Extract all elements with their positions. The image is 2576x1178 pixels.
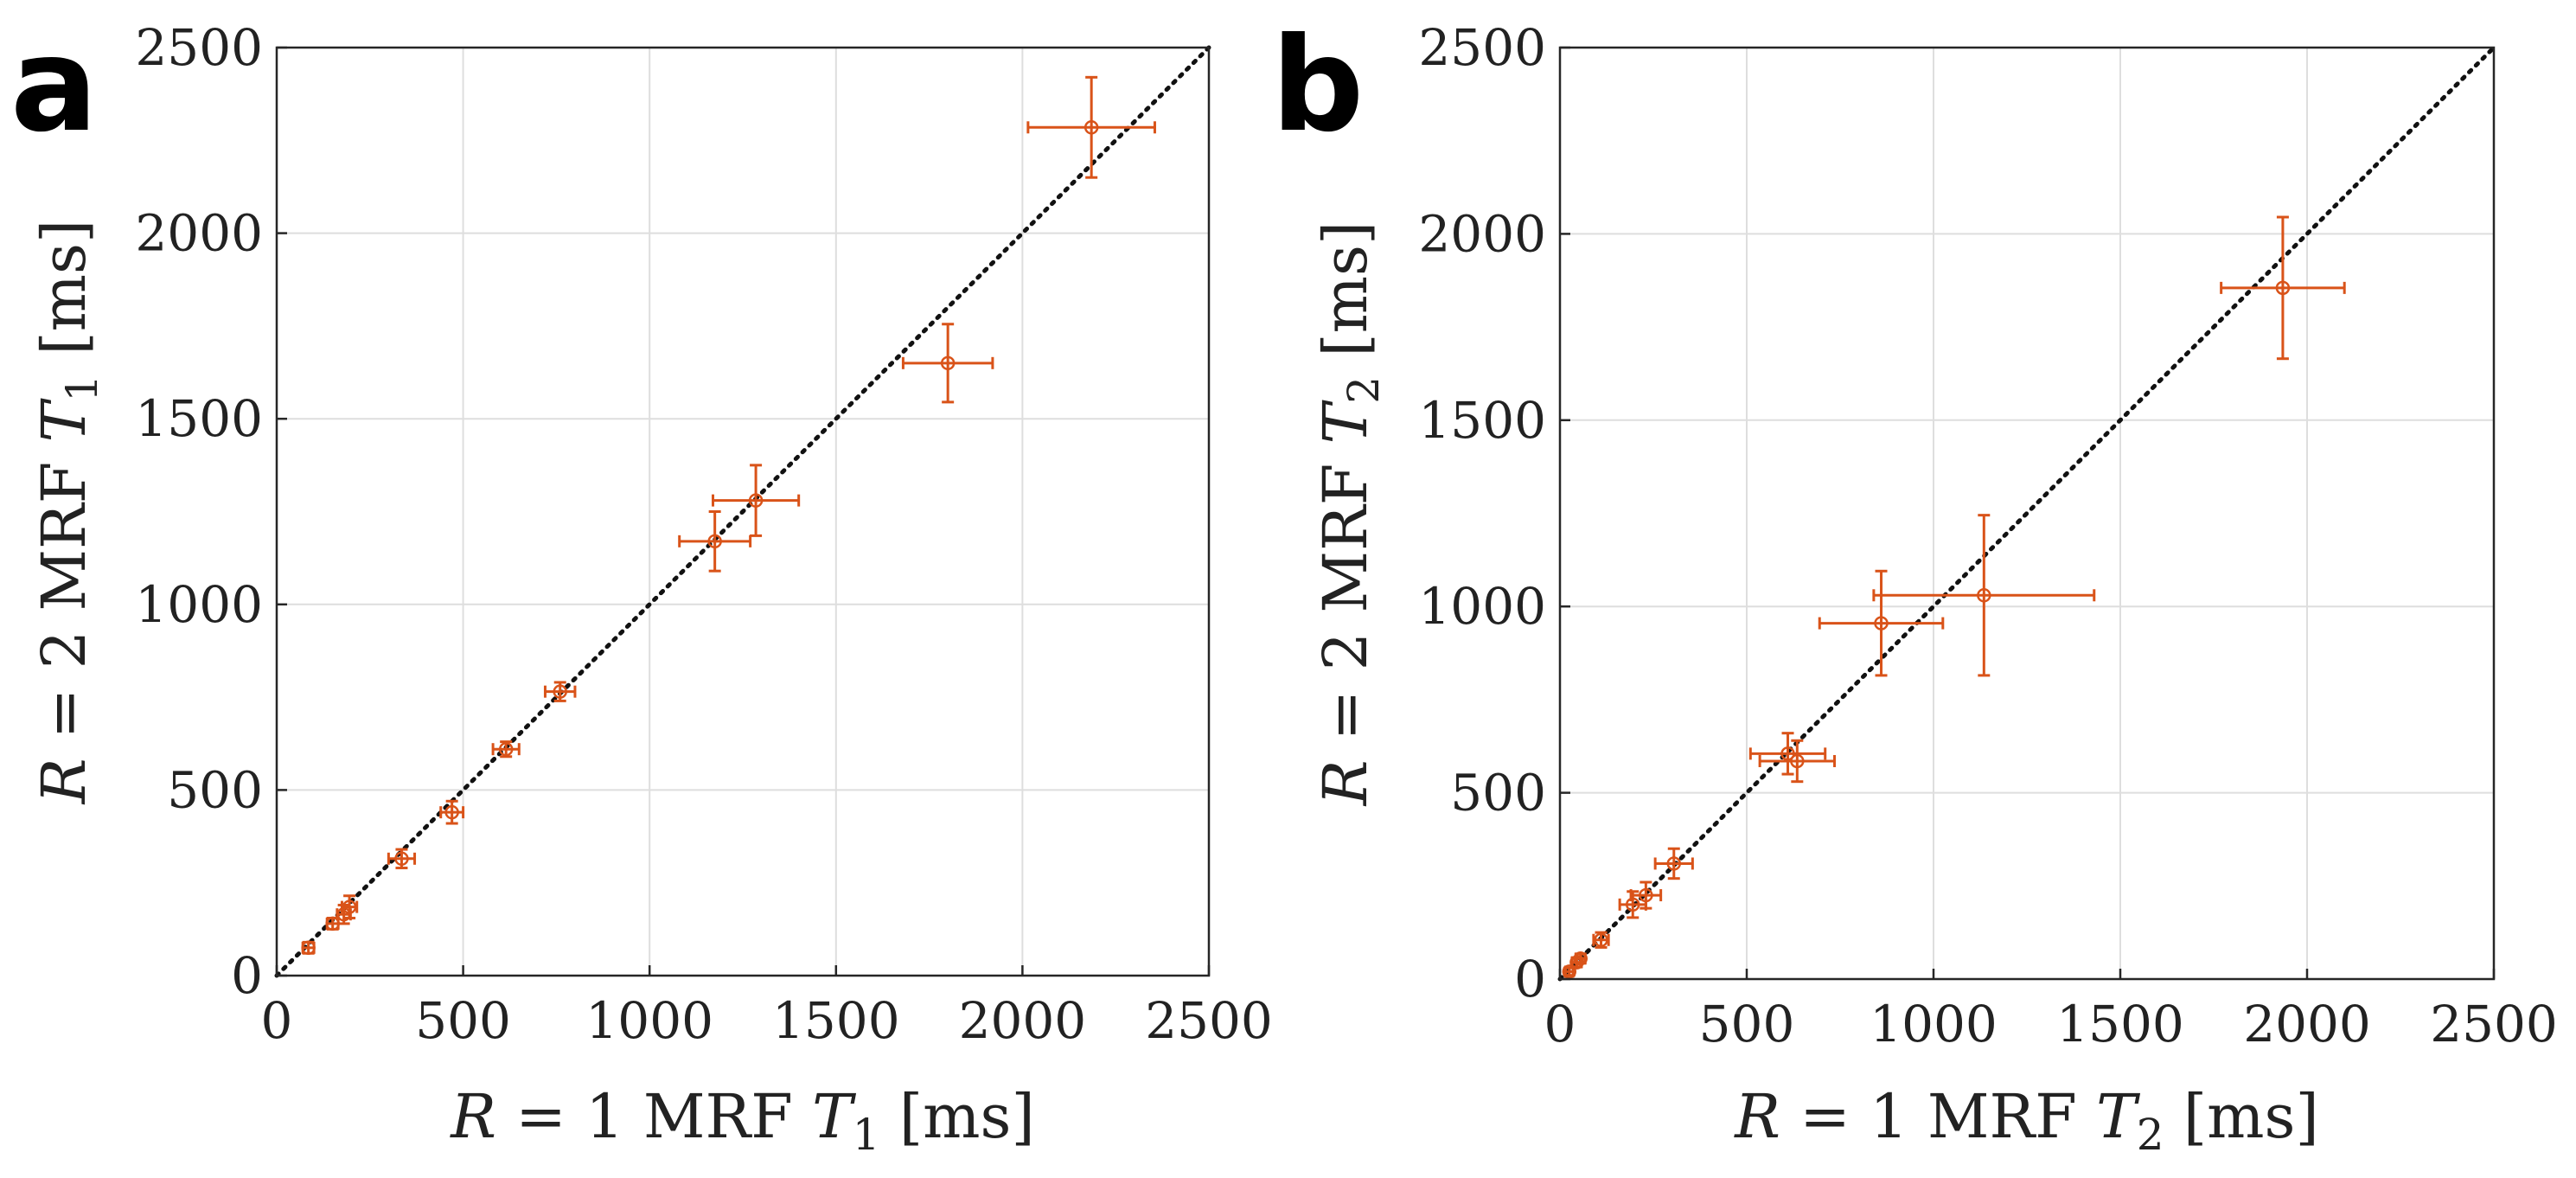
x-label-var: T: [2096, 1081, 2140, 1152]
data-point: [1639, 887, 1653, 903]
y-label-var: T: [29, 398, 99, 442]
x-tick-label: 500: [415, 991, 511, 1050]
y-tick-label: 1500: [135, 389, 263, 448]
data-point: [1666, 856, 1682, 871]
data-point: [394, 851, 409, 867]
y-label-subscript: 2: [1339, 376, 1389, 404]
panel-a-x-axis-label: R = 1 MRF T1 [ms]: [449, 1081, 1035, 1160]
panel-b-axes-frame: [1558, 46, 2496, 981]
y-tick-label: 2000: [135, 204, 263, 263]
panel-b: b 0 500 1000 1500 2000 2500 0 500 1000 1500 2000 25…: [1271, 10, 2558, 1160]
x-label-unit: [ms]: [2164, 1081, 2319, 1152]
y-tick-label: 500: [167, 760, 263, 819]
panel-b-y-axis-label: R = 2 MRF T2 [ms]: [1310, 221, 1389, 808]
data-point: [1594, 932, 1608, 948]
y-tick-label: 0: [1514, 950, 1546, 1008]
data-point: [342, 900, 357, 914]
panel-a-identity-line: [274, 45, 1211, 978]
panel-a-letter: a: [10, 10, 98, 161]
data-point: [1780, 746, 1795, 761]
data-point: [1790, 753, 1805, 769]
x-tick-label: 1000: [585, 991, 713, 1050]
data-point: [1625, 897, 1640, 912]
data-point: [2275, 280, 2291, 296]
y-tick-label: 1000: [135, 575, 263, 634]
y-tick-label: 500: [1450, 764, 1546, 823]
x-label-r: R: [449, 1081, 496, 1152]
y-tick-label: 1000: [1418, 577, 1546, 636]
panel-a-ticks: 0 500 1000 1500 2000 2500 0 500 1000 1500 2000 2500: [135, 18, 1272, 1050]
x-label-unit: [ms]: [880, 1081, 1035, 1152]
x-tick-label: 0: [1544, 995, 1576, 1053]
y-tick-label: 2500: [135, 18, 263, 77]
panel-b-data: [1562, 215, 2346, 979]
x-label-mid: = 1 MRF: [1780, 1081, 2096, 1152]
data-point: [748, 493, 764, 508]
x-label-r: R: [1733, 1081, 1780, 1152]
x-tick-label: 2000: [959, 991, 1087, 1050]
data-point: [1083, 120, 1099, 135]
data-point: [553, 684, 567, 699]
x-tick-label: 1000: [1870, 995, 1998, 1053]
y-label-unit: [ms]: [1310, 221, 1381, 376]
x-label-subscript: 2: [2137, 1110, 2164, 1160]
x-tick-label: 1500: [2056, 995, 2184, 1053]
y-tick-label: 2000: [1418, 204, 1546, 263]
identity-line: [1557, 45, 2496, 982]
x-tick-label: 500: [1699, 995, 1795, 1053]
data-point: [301, 940, 316, 956]
y-label-r: R: [29, 759, 99, 806]
y-label-unit: [ms]: [29, 220, 99, 375]
y-tick-label: 1500: [1418, 391, 1546, 450]
y-label-r: R: [1310, 760, 1381, 808]
y-label-subscript: 1: [57, 375, 107, 402]
x-tick-label: 1500: [772, 991, 900, 1050]
x-tick-label: 2500: [2430, 995, 2558, 1053]
y-tick-label: 2500: [1418, 18, 1546, 77]
x-label-mid: = 1 MRF: [496, 1081, 812, 1152]
x-tick-label: 0: [261, 991, 293, 1050]
x-label-subscript: 1: [853, 1110, 880, 1160]
panel-a-data: [301, 75, 1156, 956]
panel-b-identity-line: [1557, 45, 2496, 982]
x-label-var: T: [812, 1081, 856, 1152]
panel-b-ticks: 0 500 1000 1500 2000 2500 0 500 1000 1500 2000 2500: [1418, 18, 2557, 1053]
identity-line: [274, 45, 1211, 978]
data-point: [707, 534, 722, 549]
panel-a: a 0 500 1000 1500 2000 2500 0 500 1000 1500 2000 25…: [10, 10, 1273, 1160]
x-tick-label: 2500: [1145, 991, 1273, 1050]
data-point: [1562, 964, 1577, 979]
panel-a-y-axis-label: R = 2 MRF T1 [ms]: [29, 220, 107, 806]
panel-b-letter: b: [1271, 10, 1364, 161]
x-tick-label: 2000: [2243, 995, 2371, 1053]
data-point: [1977, 588, 1991, 603]
data-point: [1874, 616, 1889, 631]
panel-a-axes-frame: [275, 46, 1211, 977]
data-point: [498, 741, 514, 757]
y-label-mid: = 2 MRF: [29, 442, 99, 758]
data-point: [444, 804, 459, 820]
y-label-var: T: [1310, 400, 1381, 444]
y-tick-label: 0: [231, 946, 263, 1005]
data-point: [940, 355, 956, 371]
panel-b-x-axis-label: R = 1 MRF T2 [ms]: [1733, 1081, 2319, 1160]
y-label-mid: = 2 MRF: [1310, 444, 1381, 759]
data-point: [1573, 951, 1588, 966]
